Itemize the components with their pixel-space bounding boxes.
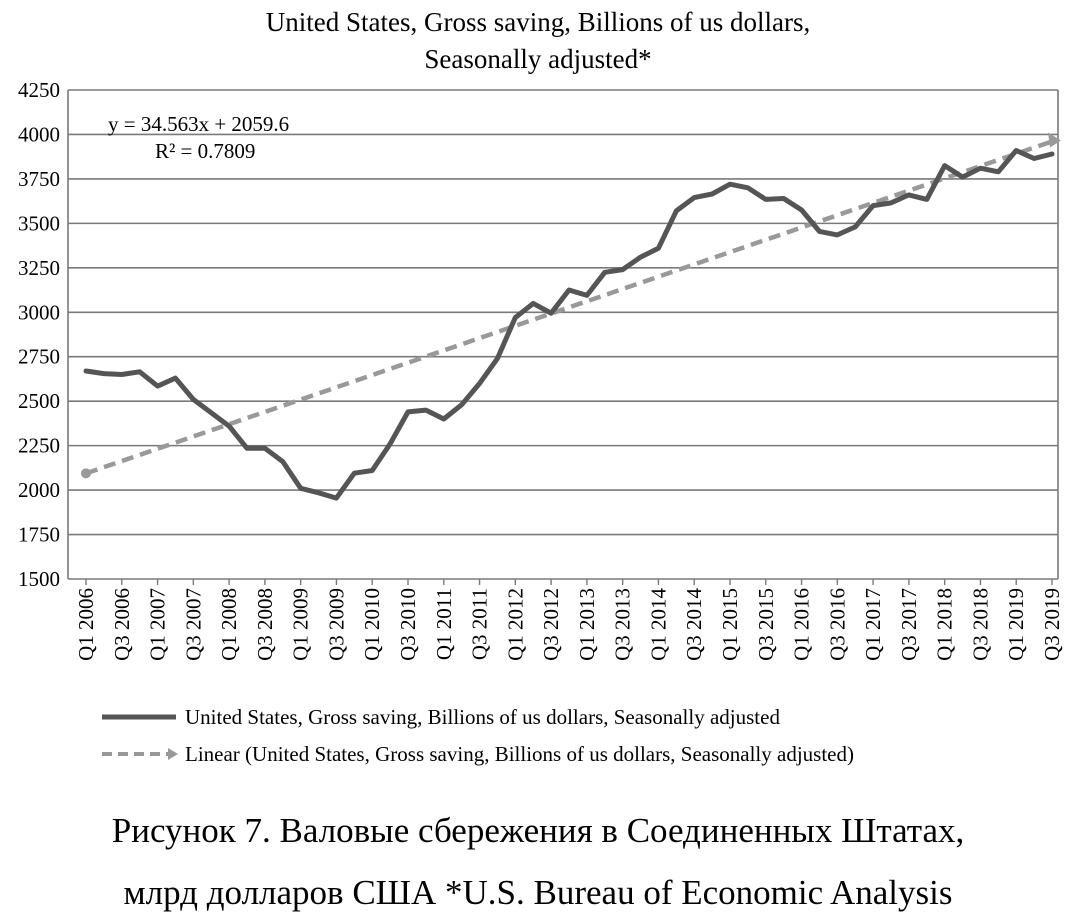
y-tick-label-3750: 3750 (18, 167, 60, 191)
line-chart: 1500 1750 2000 2250 2500 2750 3000 3250 3500 3750… (18, 78, 1064, 766)
y-tick-label-4000: 4000 (18, 122, 60, 146)
trendline-line (85, 139, 1053, 476)
x-tick-label-8: Q1 2010 (360, 588, 384, 661)
y-tick-label-3000: 3000 (18, 300, 60, 324)
y-tick-label-4250: 4250 (18, 78, 60, 102)
series-layer (83, 148, 1055, 501)
figure-caption-line-2: млрд долларов США *U.S. Bureau of Econom… (123, 873, 953, 912)
figure-caption-line-1: Рисунок 7. Валовые сбережения в Соединен… (111, 811, 965, 850)
x-tick-label-15: Q3 2013 (611, 588, 635, 661)
y-tick-label-2000: 2000 (18, 478, 60, 502)
x-tick-label-1: Q3 2006 (110, 588, 134, 661)
x-tick-label-6: Q1 2009 (289, 588, 313, 661)
trend-equation-text: y = 34.563x + 2059.6 (108, 112, 289, 136)
y-tick-label-1750: 1750 (18, 523, 60, 547)
chart-title-line-2: Seasonally adjusted* (424, 44, 652, 74)
legend-label-trendline: Linear (United States, Gross saving, Bil… (185, 742, 854, 766)
x-tick-label-3: Q3 2007 (181, 588, 205, 661)
y-tick-label-2250: 2250 (18, 434, 60, 458)
x-axis-tick-labels: Q1 2006 Q3 2006 Q1 2007 Q3 2007 Q1 2008 Q3 20… (74, 588, 1064, 661)
x-tick-label-18: Q1 2015 (718, 588, 742, 661)
trendline-start-marker (81, 468, 91, 479)
legend-label-series: United States, Gross saving, Billions of… (185, 705, 780, 729)
x-tick-label-21: Q3 2016 (825, 588, 849, 661)
x-tick-label-14: Q1 2013 (575, 588, 599, 661)
x-tick-label-2: Q1 2007 (146, 588, 170, 661)
x-tick-label-4: Q1 2008 (217, 588, 241, 661)
y-tick-label-1500: 1500 (18, 567, 60, 591)
x-tick-label-20: Q1 2016 (790, 588, 814, 661)
y-tick-label-3500: 3500 (18, 211, 60, 235)
x-tick-label-24: Q1 2018 (933, 588, 957, 661)
legend: United States, Gross saving, Billions of… (102, 705, 854, 766)
chart-title-line-1: United States, Gross saving, Billions of… (265, 7, 811, 37)
x-tick-label-17: Q3 2014 (682, 588, 706, 661)
trend-equation: y = 34.563x + 2059.6 R² = 0.7809 (108, 112, 289, 163)
x-tick-label-7: Q3 2009 (324, 588, 348, 661)
x-tick-label-19: Q3 2015 (754, 588, 778, 661)
grid-lines (68, 89, 1058, 580)
x-tick-label-10: Q1 2011 (432, 588, 456, 660)
series-line-gross-saving (83, 148, 1055, 501)
axes (67, 90, 1059, 585)
x-tick-label-26: Q1 2019 (1004, 588, 1028, 661)
trend-r-squared-text: R² = 0.7809 (155, 139, 255, 163)
trendline-arrow-marker (1048, 132, 1061, 148)
x-tick-label-11: Q3 2011 (468, 588, 492, 660)
y-axis-tick-labels: 1500 1750 2000 2250 2500 2750 3000 3250 3500 3750… (18, 78, 60, 591)
y-tick-label-2750: 2750 (18, 345, 60, 369)
trendline-layer (81, 132, 1061, 479)
x-tick-label-13: Q3 2012 (539, 588, 563, 661)
x-tick-label-12: Q1 2012 (503, 588, 527, 661)
x-tick-label-22: Q1 2017 (861, 588, 885, 661)
x-tick-label-27: Q3 2019 (1040, 588, 1064, 661)
legend-trendline-arrow-icon (168, 748, 178, 760)
x-tick-label-0: Q1 2006 (74, 588, 98, 661)
x-tick-label-23: Q3 2017 (897, 588, 921, 661)
y-tick-label-3250: 3250 (18, 256, 60, 280)
x-tick-label-9: Q3 2010 (396, 588, 420, 661)
x-tick-label-5: Q3 2008 (253, 588, 277, 661)
x-tick-label-16: Q1 2014 (646, 588, 670, 661)
y-tick-label-2500: 2500 (18, 389, 60, 413)
x-tick-label-25: Q3 2018 (968, 588, 992, 661)
